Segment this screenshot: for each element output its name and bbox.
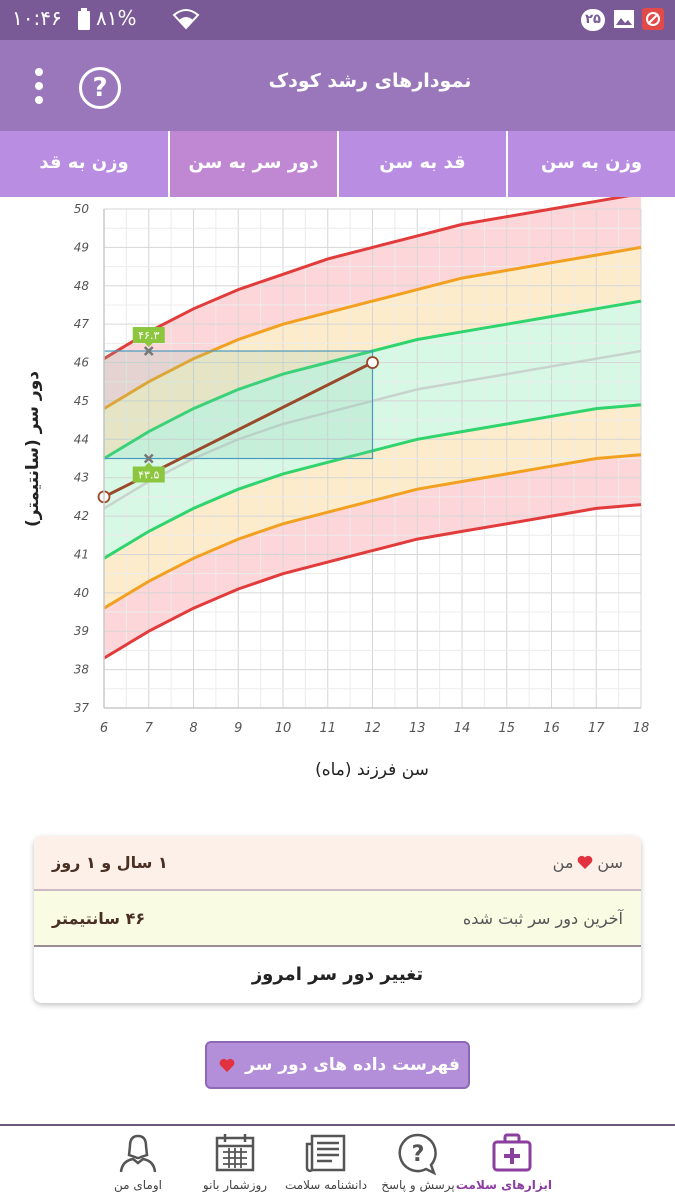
last-head-value: ۴۶ سانتیمتر xyxy=(52,908,146,928)
change-head-button[interactable]: تغییر دور سر امروز xyxy=(251,964,424,985)
marker-cross xyxy=(143,453,154,464)
nav-label: دانشنامه سلامت xyxy=(284,1178,368,1192)
profile-icon xyxy=(119,1134,157,1173)
status-battery: ۸۱% xyxy=(96,6,137,30)
nav-label: پرسش و پاسخ xyxy=(381,1178,455,1192)
heart-icon xyxy=(219,1058,235,1072)
heart-icon xyxy=(578,855,593,869)
head-circumference-chart: ۴۶.۳ ۴۳.۵ 6 7 8 9 10 11 12 13 14 15 16 17 18 37 38 39 40 4… xyxy=(23,192,650,780)
battery-icon xyxy=(78,8,90,30)
nav-label: اومای من xyxy=(114,1178,162,1192)
x-tick-label: 15 xyxy=(498,721,515,736)
marker-1: ۴۳.۵ xyxy=(132,453,165,483)
change-head-row: تغییر دور سر امروز xyxy=(34,947,641,1003)
y-axis-label: دور سر (سانتیمتر) xyxy=(23,371,43,527)
y-tick-label: 49 xyxy=(74,240,89,254)
y-tick-label: 42 xyxy=(74,509,89,523)
list-button-suffix: من xyxy=(324,1099,351,1119)
marker-label-tail xyxy=(144,462,153,467)
notification-count: ۲۵ xyxy=(581,9,605,31)
x-tick-label: 6 xyxy=(100,721,108,736)
y-tick-label: 40 xyxy=(74,586,90,600)
marker-label: ۴۶.۳ xyxy=(138,329,159,342)
reference-curve-5 xyxy=(103,453,642,610)
help-button[interactable]: ? xyxy=(79,67,121,109)
x-tick-label: 14 xyxy=(454,721,471,736)
y-tick-label: 45 xyxy=(74,394,89,408)
x-tick-label: 8 xyxy=(189,721,197,736)
age-row: سن من ۱ سال و ۱ روز xyxy=(34,836,641,891)
svg-text:?: ? xyxy=(412,1142,425,1167)
marker-0: ۴۶.۳ xyxy=(132,327,165,356)
last-head-row: آخرین دور سر ثبت شده ۴۶ سانتیمتر xyxy=(34,891,641,947)
marker-label-bg xyxy=(132,466,165,483)
y-tick-label: 37 xyxy=(74,701,90,715)
image-notification-icon xyxy=(614,10,634,28)
range-box xyxy=(103,350,374,460)
x-tick-label: 10 xyxy=(275,721,292,736)
last-head-label: آخرین دور سر ثبت شده xyxy=(462,908,623,928)
chart-tabs: وزن به سن قد به سن دور سر به سن وزن به ق… xyxy=(0,131,675,197)
reference-curve-6 xyxy=(103,503,642,660)
reference-curve-0 xyxy=(103,192,642,360)
status-bar: ۱۰:۴۶ ۸۱% ۲۵ xyxy=(0,0,675,40)
list-button-label: فهرست داده های دور سر xyxy=(245,1055,460,1075)
x-tick-label: 7 xyxy=(145,721,154,736)
nav-profile[interactable]: اومای من xyxy=(98,1126,178,1202)
overflow-menu-icon[interactable] xyxy=(28,66,52,106)
marker-label-bg xyxy=(132,327,165,344)
tab-weight-for-age[interactable]: وزن به سن xyxy=(506,131,675,197)
x-tick-label: 11 xyxy=(319,721,336,736)
reference-curve-1 xyxy=(103,245,642,410)
y-tick-label: 48 xyxy=(74,279,90,293)
y-tick-label: 39 xyxy=(74,624,89,638)
app-notification-icon xyxy=(642,8,664,30)
y-tick-label: 46 xyxy=(74,356,90,370)
marker-label: ۴۳.۵ xyxy=(138,469,159,482)
y-tick-label: 44 xyxy=(74,432,89,446)
tab-head-for-age[interactable]: دور سر به سن xyxy=(168,131,337,197)
status-time: ۱۰:۴۶ xyxy=(12,6,62,30)
nav-calendar[interactable]: روزشمار بانو xyxy=(195,1126,275,1202)
app-bar: ? نمودارهای رشد کودک xyxy=(0,40,675,131)
y-tick-label: 38 xyxy=(74,663,90,677)
y-tick-label: 43 xyxy=(74,471,89,485)
marker-label-tail xyxy=(144,343,153,348)
tab-height-for-age[interactable]: قد به سن xyxy=(337,131,506,197)
head-data-list-button[interactable]: فهرست داده های دور سر من xyxy=(205,1041,470,1119)
nav-label: روزشمار بانو xyxy=(202,1178,268,1192)
info-card: سن من ۱ سال و ۱ روز آخرین دور سر ثبت شده… xyxy=(34,836,641,1003)
x-axis-label: سن فرزند (ماه) xyxy=(315,760,429,780)
medical-kit-icon xyxy=(492,1133,532,1172)
y-tick-label: 41 xyxy=(74,547,89,561)
growth-chart: ۴۶.۳ ۴۳.۵ 6 7 8 9 10 11 12 13 14 15 16 17 18 37 38 39 40 4… xyxy=(0,192,675,797)
nav-health-tools[interactable]: ابزارهای سلامت xyxy=(455,1126,552,1202)
nav-encyclopedia[interactable]: دانشنامه سلامت xyxy=(283,1126,369,1202)
nav-questions[interactable]: ? پرسش و پاسخ xyxy=(378,1126,458,1202)
age-label-suffix: من xyxy=(552,853,574,872)
x-tick-label: 18 xyxy=(633,721,650,736)
x-tick-label: 12 xyxy=(364,721,381,736)
question-bubble-icon: ? xyxy=(398,1133,437,1176)
age-value: ۱ سال و ۱ روز xyxy=(52,853,168,872)
x-tick-label: 9 xyxy=(234,721,242,736)
calendar-icon xyxy=(215,1134,255,1172)
y-tick-label: 47 xyxy=(74,317,90,331)
y-tick-label: 50 xyxy=(74,202,90,216)
tab-weight-for-height[interactable]: وزن به قد xyxy=(39,152,129,173)
age-label: سن xyxy=(597,853,623,872)
x-tick-label: 13 xyxy=(409,721,426,736)
measurement-point-1[interactable] xyxy=(366,356,379,369)
x-tick-label: 16 xyxy=(543,721,560,736)
wifi-icon xyxy=(172,9,200,30)
nav-label: ابزارهای سلامت xyxy=(455,1178,552,1192)
x-tick-label: 17 xyxy=(588,721,605,736)
page-title: نمودارهای رشد کودک xyxy=(268,70,472,92)
marker-cross xyxy=(143,346,154,356)
newspaper-icon xyxy=(305,1134,346,1172)
bottom-navigation: ابزارهای سلامت ? پرسش و پاسخ دانشنامه سل… xyxy=(0,1124,675,1202)
